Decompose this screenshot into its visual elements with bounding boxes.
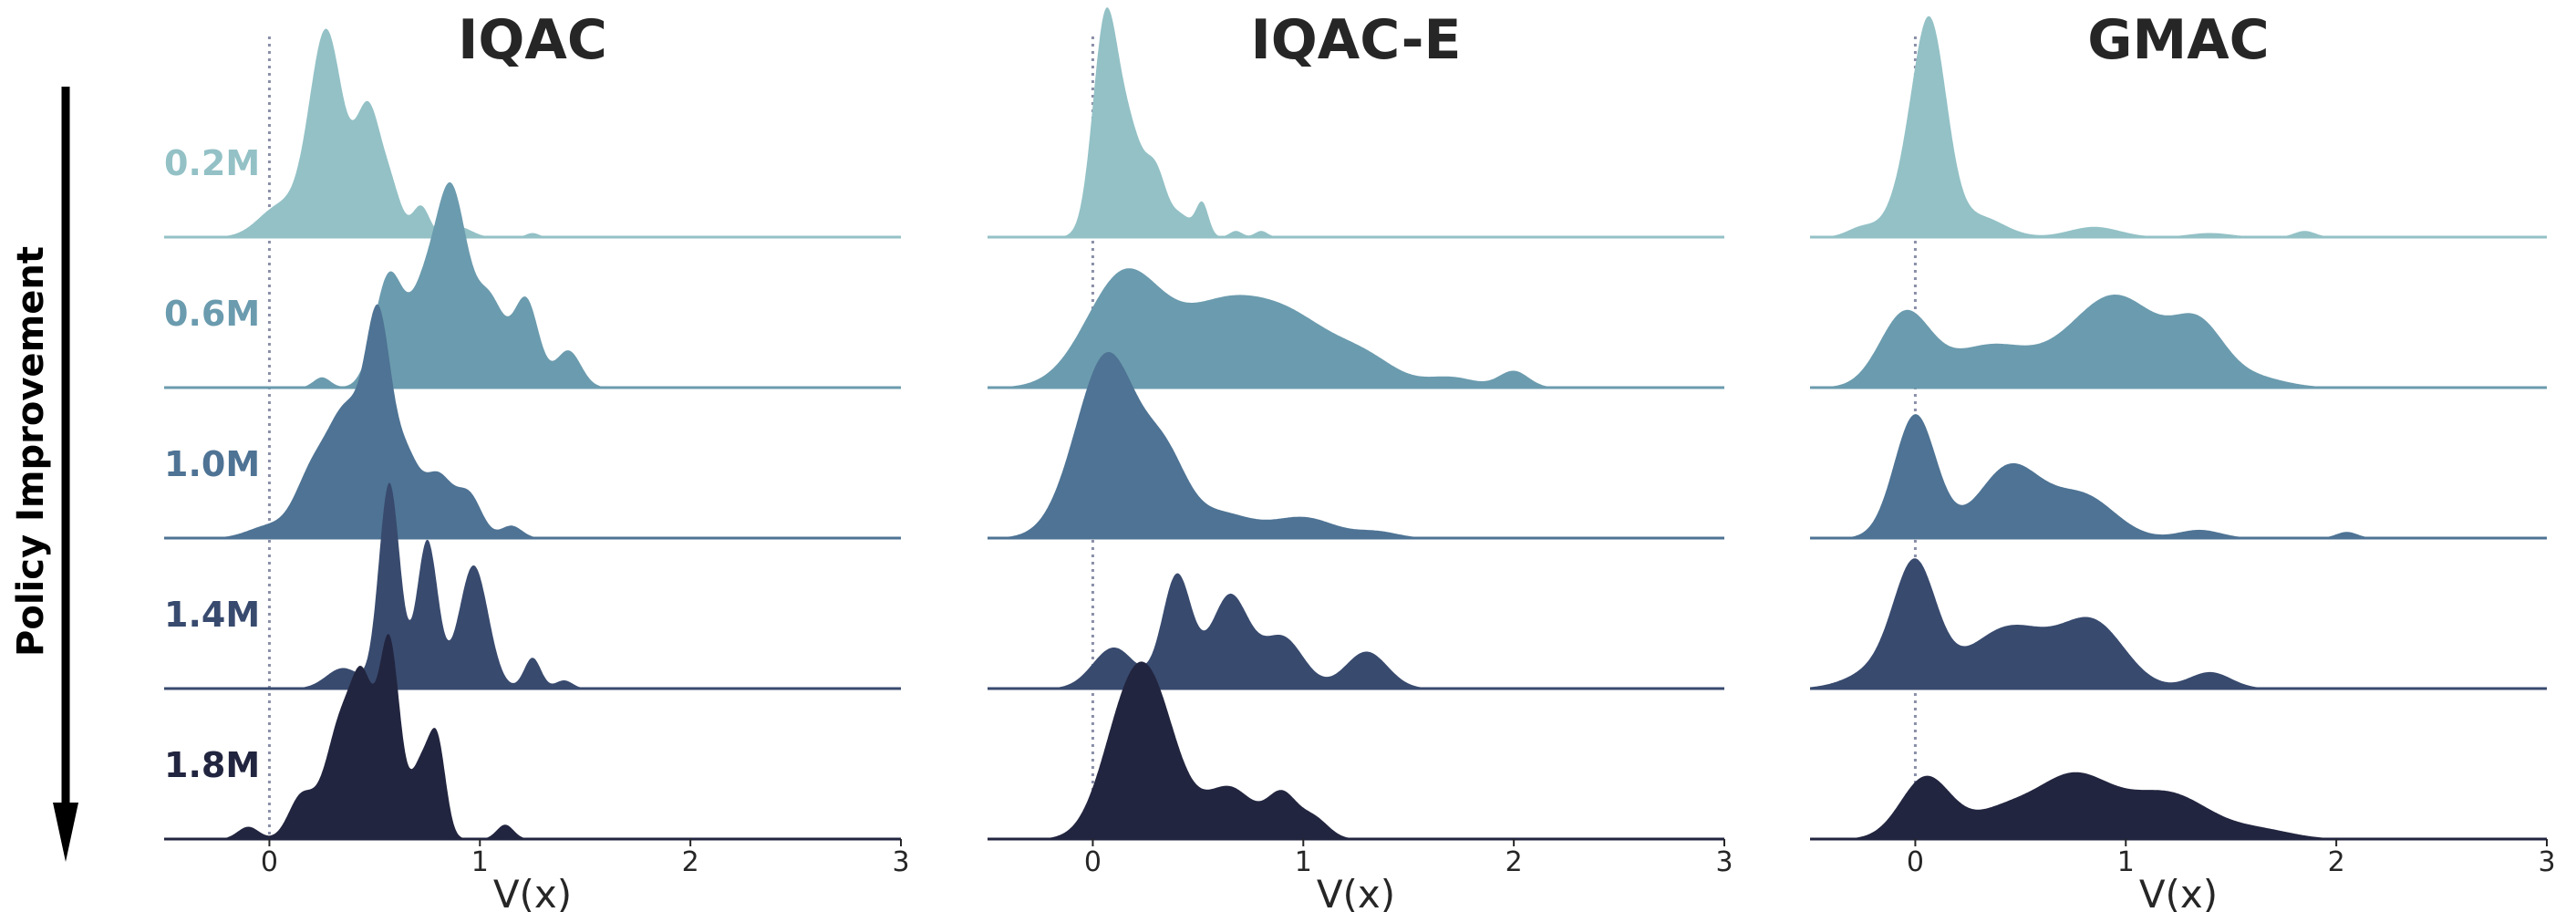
side-label: Policy Improvement	[10, 246, 52, 657]
x-tick-label: 0	[1907, 846, 1924, 878]
x-tick-label: 2	[2328, 846, 2345, 878]
x-tick-label: 0	[261, 846, 278, 878]
ridge-1-8m	[164, 634, 901, 839]
row-label: 1.0M	[164, 444, 260, 484]
x-tick-label: 2	[1505, 846, 1523, 878]
ridge-1-0m	[164, 304, 901, 538]
ridge-1-8m	[1810, 772, 2547, 839]
ridge-1-4m	[988, 573, 1724, 689]
panel-title: GMAC	[2087, 8, 2269, 72]
panel-iqac-e: IQAC-E 0 1 2 3 V(x)	[988, 7, 1733, 912]
x-tick-label: 1	[2117, 846, 2135, 878]
x-tick-label: 3	[892, 846, 909, 878]
panel-iqac: IQAC 0.2M 0.6M 1.0M 1.4M 1.8M 0 1 2 3 V(x)	[164, 8, 910, 912]
policy-improvement-arrow	[53, 87, 78, 862]
row-label: 1.4M	[164, 595, 260, 635]
ridge-1-4m	[164, 482, 901, 689]
x-axis-label: V(x)	[493, 872, 572, 912]
row-label: 1.8M	[164, 745, 260, 785]
x-tick-label: 3	[1715, 846, 1733, 878]
ridge-1-0m	[1810, 414, 2547, 538]
x-tick-label: 3	[2538, 846, 2555, 878]
x-tick-label: 1	[471, 846, 489, 878]
panel-gmac: GMAC 0 1 2 3 V(x)	[1810, 8, 2556, 912]
x-tick-label: 2	[682, 846, 699, 878]
panel-title: IQAC	[458, 8, 607, 72]
x-tick-label: 1	[1295, 846, 1312, 878]
ridge-1-0m	[988, 352, 1724, 538]
ridge-0-2m	[1810, 16, 2547, 238]
ridge-0-6m	[164, 181, 901, 388]
x-axis-label: V(x)	[2139, 872, 2218, 912]
ridge-0-6m	[1810, 295, 2547, 388]
ridge-1-4m	[1810, 558, 2547, 689]
panel-title: IQAC-E	[1250, 8, 1461, 72]
x-axis-label: V(x)	[1317, 872, 1395, 912]
row-label: 0.2M	[164, 143, 260, 183]
ridge-0-2m	[164, 28, 901, 237]
x-tick-label: 0	[1084, 846, 1102, 878]
ridge-0-6m	[988, 268, 1724, 388]
row-label: 0.6M	[164, 294, 260, 334]
panels: IQAC 0.2M 0.6M 1.0M 1.4M 1.8M 0 1 2 3 V(x) IQAC-E 0 1…	[164, 7, 2556, 912]
ridge-1-8m	[988, 661, 1724, 839]
